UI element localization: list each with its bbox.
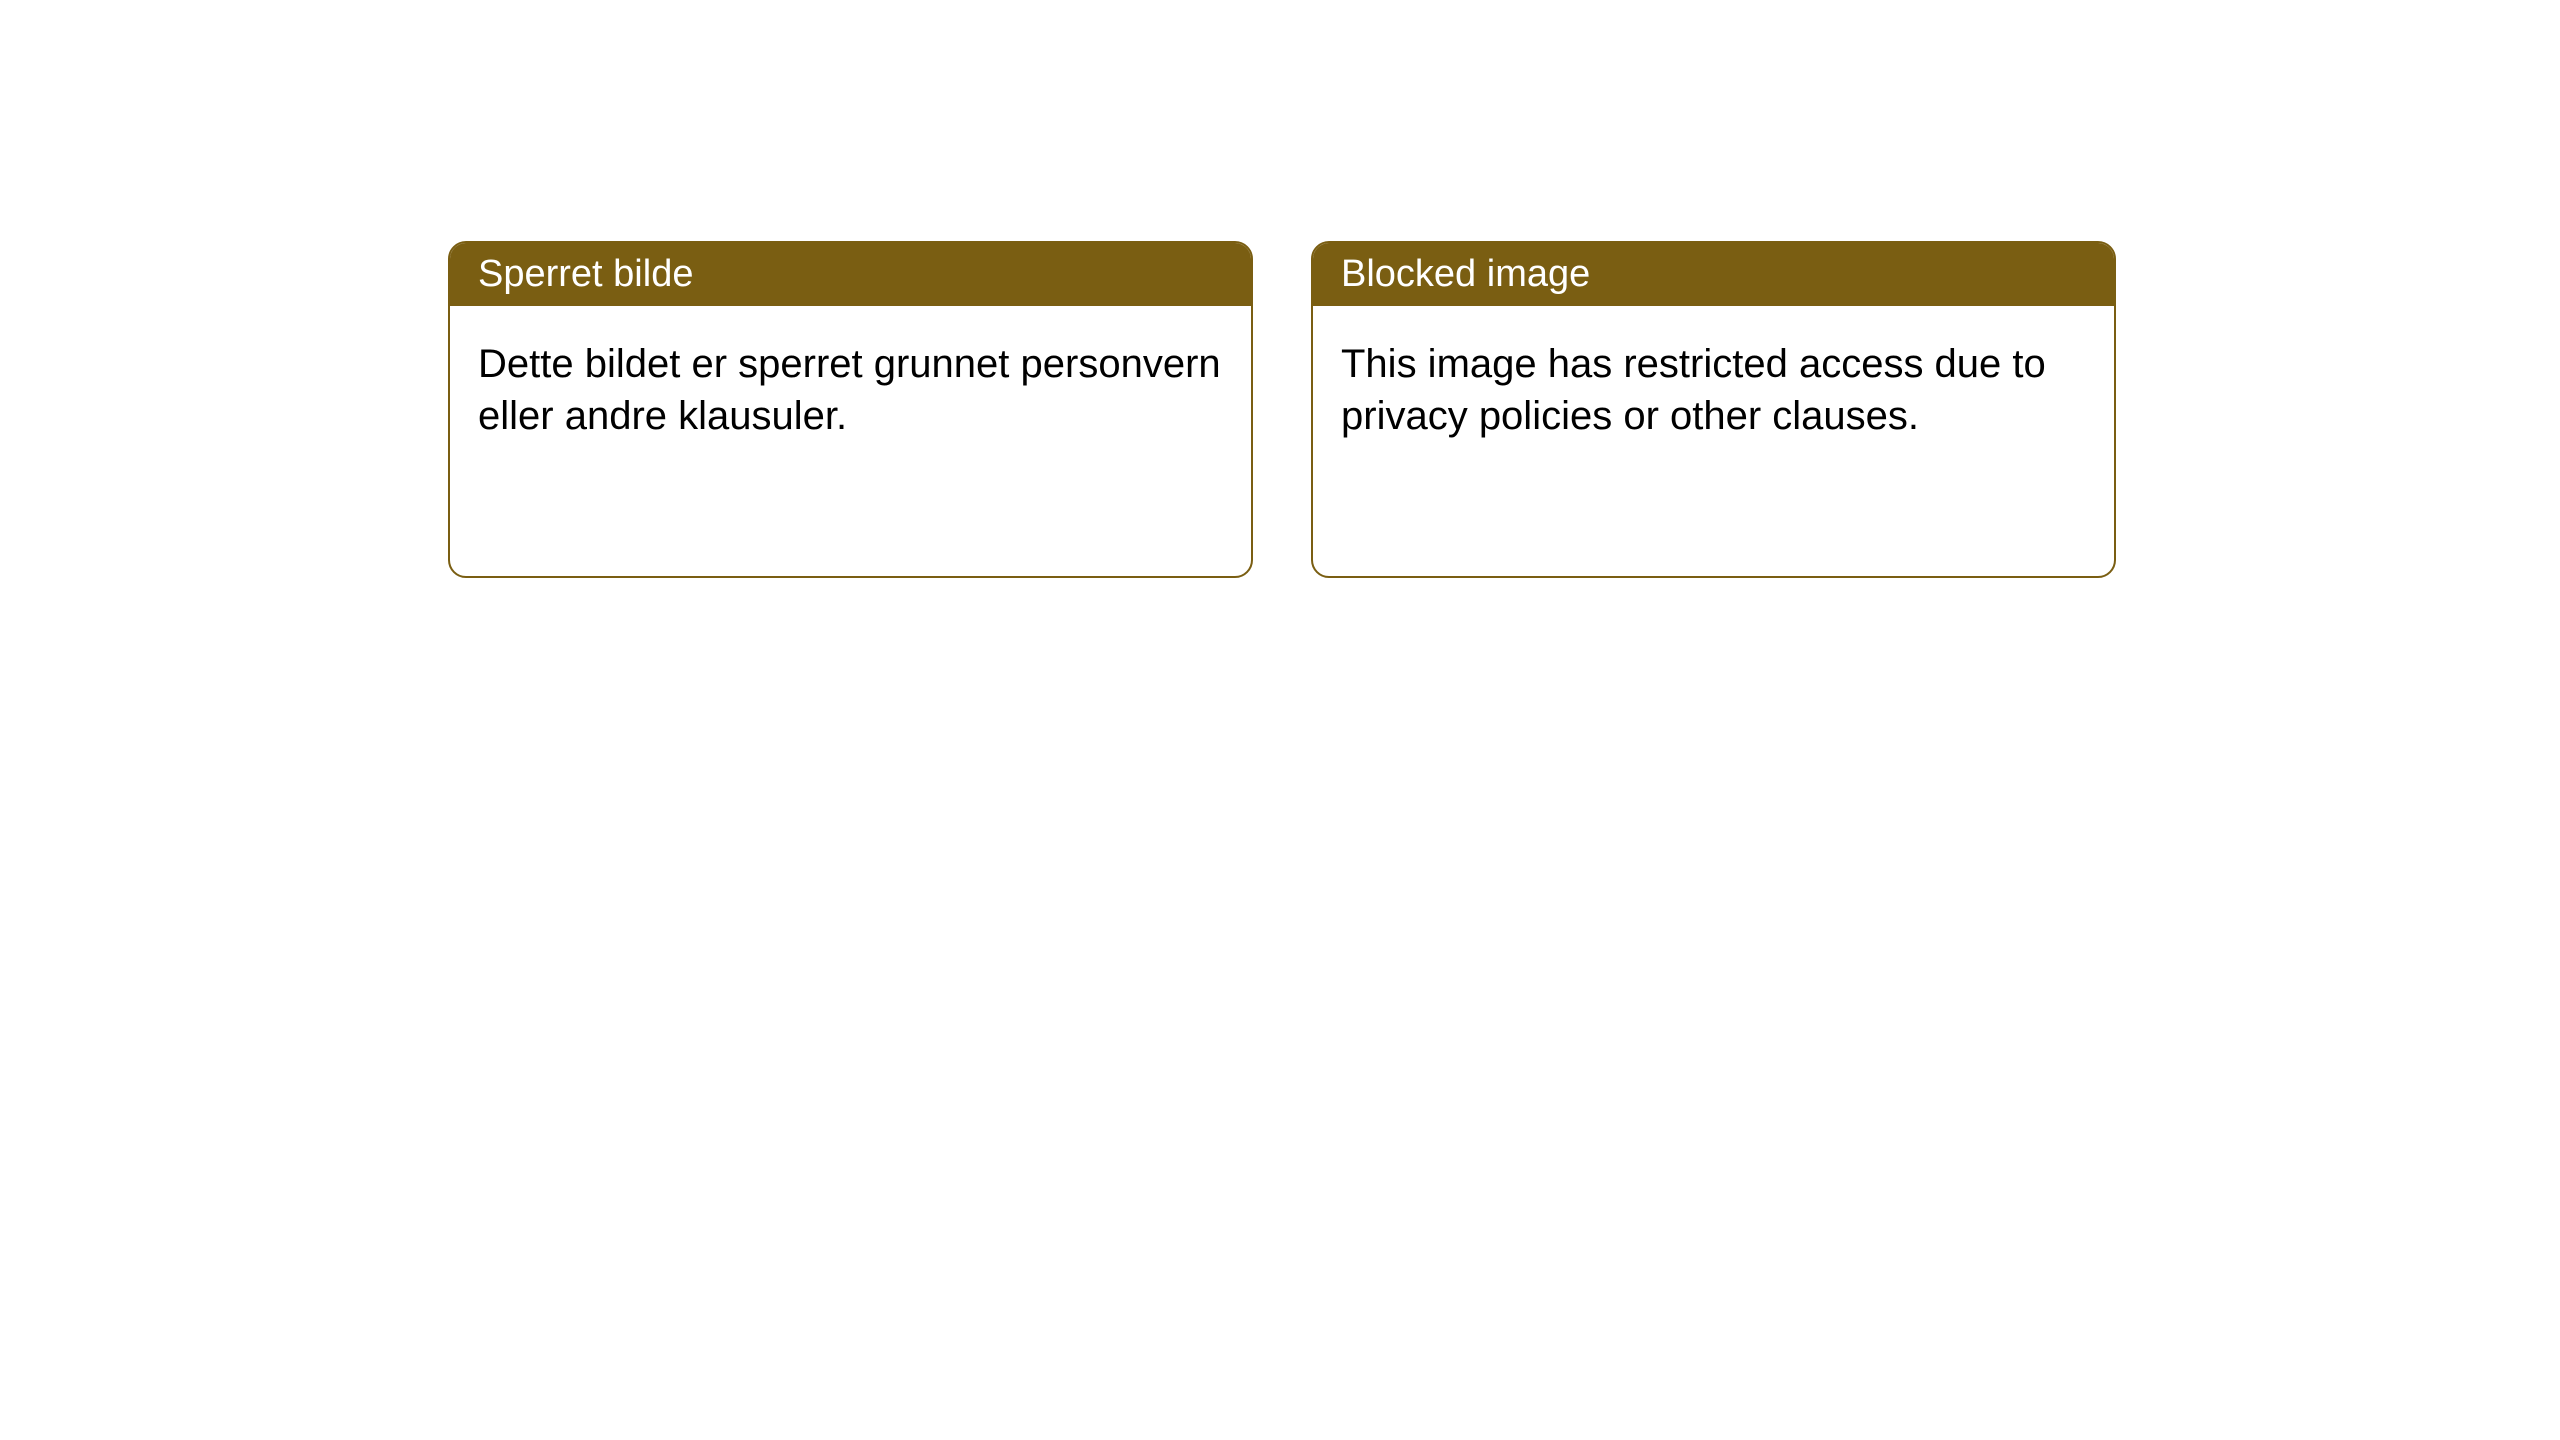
notice-card-norwegian: Sperret bilde Dette bildet er sperret gr… [448,241,1253,578]
card-title: Blocked image [1341,253,1590,295]
card-header: Sperret bilde [450,243,1251,306]
card-body-text: This image has restricted access due to … [1341,342,2046,438]
cards-container: Sperret bilde Dette bildet er sperret gr… [0,0,2560,578]
card-body: Dette bildet er sperret grunnet personve… [450,306,1251,474]
card-body: This image has restricted access due to … [1313,306,2114,474]
card-title: Sperret bilde [478,253,693,295]
card-header: Blocked image [1313,243,2114,306]
notice-card-english: Blocked image This image has restricted … [1311,241,2116,578]
card-body-text: Dette bildet er sperret grunnet personve… [478,342,1221,438]
